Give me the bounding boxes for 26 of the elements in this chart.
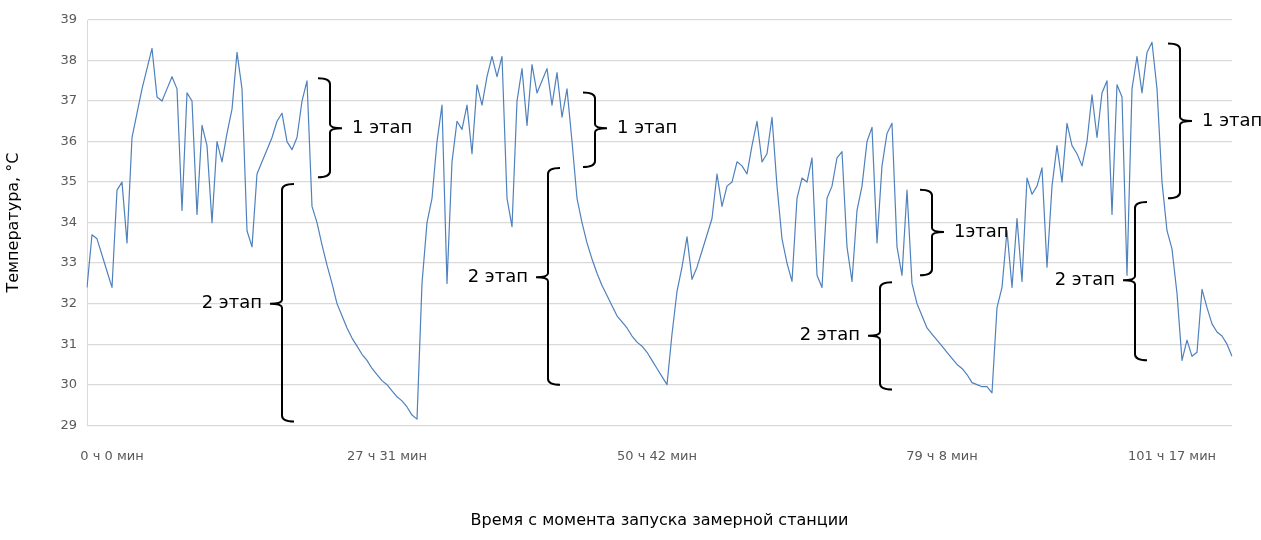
y-tick-label: 32 <box>60 295 77 311</box>
y-tick-label: 38 <box>60 51 77 67</box>
y-tick-label: 29 <box>60 416 77 432</box>
annotation: 1 этап <box>1202 108 1261 130</box>
y-tick-label: 36 <box>60 132 77 148</box>
annotation: 2 этап <box>467 264 528 286</box>
y-tick-label: 37 <box>60 92 77 108</box>
annotation: 1 этап <box>352 115 413 137</box>
annotation: 2 этап <box>201 291 262 313</box>
annotation: 1этап <box>954 219 1009 241</box>
x-tick-label: 0 ч 0 мин <box>80 448 144 464</box>
y-tick-label: 35 <box>60 173 77 189</box>
y-tick-label: 30 <box>60 376 77 392</box>
y-tick-label: 31 <box>60 335 77 351</box>
y-axis-title: Температура, °C <box>2 152 22 294</box>
annotation: 2 этап <box>799 323 860 345</box>
x-tick-label: 79 ч 8 мин <box>906 448 978 464</box>
annotation: 1 этап <box>617 115 678 137</box>
y-tick-label: 33 <box>60 254 77 270</box>
annotation: 2 этап <box>1054 267 1115 289</box>
x-tick-label: 50 ч 42 мин <box>617 448 697 464</box>
y-tick-label: 34 <box>60 213 77 229</box>
x-tick-label: 27 ч 31 мин <box>347 448 427 464</box>
x-axis-title: Время с момента запуска замерной станции <box>470 509 849 529</box>
x-tick-label: 101 ч 17 мин <box>1127 448 1217 464</box>
y-tick-label: 39 <box>60 11 77 27</box>
